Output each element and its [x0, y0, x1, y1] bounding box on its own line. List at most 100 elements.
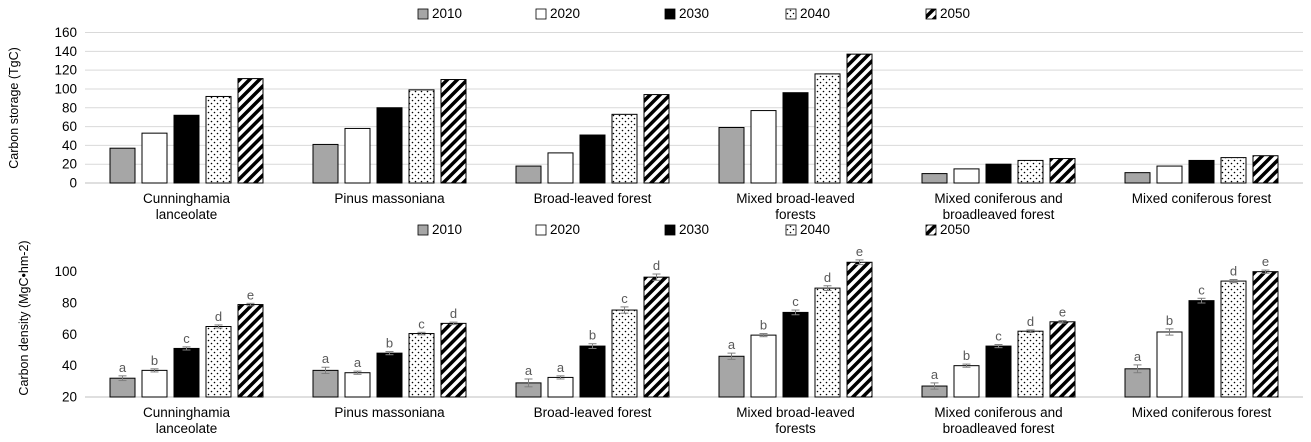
legend-swatch-2020	[535, 8, 547, 20]
significance-letter: c	[621, 291, 628, 306]
significance-letter: d	[1027, 314, 1034, 329]
y-axis-label: Carbon storage (TgC)	[7, 47, 21, 169]
category-label: broadleaved forest	[943, 421, 1055, 436]
legend-swatch-2010	[417, 224, 429, 236]
category-label: Broad-leaved forest	[534, 405, 652, 420]
category-label: forests	[775, 421, 816, 436]
y-tick-label: 80	[62, 100, 77, 115]
category-label: Mixed broad-leaved	[736, 405, 855, 420]
bar-2030	[782, 311, 809, 398]
bar-2050	[846, 261, 873, 398]
significance-letter: b	[386, 336, 393, 351]
significance-letter: b	[760, 318, 767, 333]
y-tick-label: 160	[54, 25, 77, 40]
significance-letter: b	[589, 328, 596, 343]
bar-2020	[953, 365, 980, 398]
bar-2040	[1017, 159, 1044, 184]
bar-2010	[515, 165, 542, 184]
bar-2050	[1049, 158, 1076, 184]
category-label: Pinus massoniana	[334, 405, 445, 420]
legend-label-2050: 2050	[940, 6, 970, 21]
significance-letter: c	[183, 331, 190, 346]
legend-swatch-2030	[664, 8, 676, 20]
bar-2040	[408, 89, 435, 184]
significance-letter: c	[418, 316, 425, 331]
category-label: Mixed coniferous and	[934, 191, 1062, 206]
bar-2030	[376, 107, 403, 184]
bar-2010	[718, 355, 745, 398]
bar-2010	[921, 173, 948, 184]
significance-letter: e	[856, 244, 863, 259]
bar-2030	[579, 134, 606, 184]
bar-2020	[344, 372, 371, 398]
bar-2050	[846, 53, 873, 184]
y-axis-label: Carbon density (MgC•hm-2)	[17, 240, 31, 395]
category-label: Mixed coniferous forest	[1132, 405, 1272, 420]
bar-2040	[408, 333, 435, 398]
bar-2030	[579, 345, 606, 398]
significance-letter: a	[728, 337, 736, 352]
bar-2020	[547, 152, 574, 184]
legend-label-2030: 2030	[679, 6, 709, 21]
significance-letter: b	[963, 348, 970, 363]
bar-2010	[718, 127, 745, 184]
significance-letter: c	[1198, 282, 1205, 297]
category-label: Mixed broad-leaved	[736, 191, 855, 206]
bar-2010	[109, 147, 136, 184]
legend-label-2010: 2010	[432, 222, 462, 237]
legend-swatch-2010	[417, 8, 429, 20]
category-label: Mixed coniferous forest	[1132, 191, 1272, 206]
bar-2040	[814, 73, 841, 184]
bar-2030	[1188, 300, 1215, 398]
significance-letter: d	[653, 258, 660, 273]
y-tick-label: 100	[54, 264, 77, 279]
legend-swatch-2040	[785, 224, 797, 236]
legend-label-2030: 2030	[679, 222, 709, 237]
bar-2030	[985, 345, 1012, 398]
y-tick-label: 40	[62, 138, 77, 153]
bar-2030	[1188, 159, 1215, 184]
bar-2030	[173, 347, 200, 398]
bar-2040	[611, 309, 638, 398]
bar-2010	[312, 369, 339, 398]
bar-2040	[205, 326, 232, 398]
bar-2030	[173, 114, 200, 184]
significance-letter: a	[931, 367, 939, 382]
bar-2010	[1124, 172, 1151, 184]
bar-2040	[814, 287, 841, 398]
bar-2020	[141, 369, 168, 398]
bar-2050	[1049, 321, 1076, 398]
bar-2020	[1156, 331, 1183, 398]
legend-label-2040: 2040	[800, 6, 830, 21]
significance-letter: c	[995, 329, 1002, 344]
category-label: lanceolate	[156, 421, 218, 436]
legend-swatch-2020	[535, 224, 547, 236]
legend-label-2020: 2020	[550, 222, 580, 237]
category-label: Broad-leaved forest	[534, 191, 652, 206]
bar-2020	[1156, 165, 1183, 184]
bar-2010	[312, 143, 339, 184]
bar-2020	[750, 110, 777, 184]
significance-letter: d	[450, 306, 457, 321]
significance-letter: d	[215, 309, 222, 324]
bar-2040	[1220, 280, 1247, 398]
bar-2050	[440, 322, 467, 398]
bar-2020	[953, 168, 980, 184]
significance-letter: a	[1134, 349, 1142, 364]
legend-label-2050: 2050	[940, 222, 970, 237]
legend-swatch-2050	[925, 224, 937, 236]
category-label: broadleaved forest	[943, 207, 1055, 222]
legend-swatch-2050	[925, 8, 937, 20]
category-label: forests	[775, 207, 816, 222]
y-tick-label: 120	[54, 63, 77, 78]
significance-letter: a	[354, 355, 362, 370]
bar-2050	[1252, 155, 1279, 184]
significance-letter: a	[525, 363, 533, 378]
bar-2020	[344, 127, 371, 184]
y-tick-label: 60	[62, 119, 77, 134]
bar-2050	[440, 79, 467, 184]
category-label: Pinus massoniana	[334, 191, 445, 206]
y-tick-label: 0	[69, 176, 77, 191]
